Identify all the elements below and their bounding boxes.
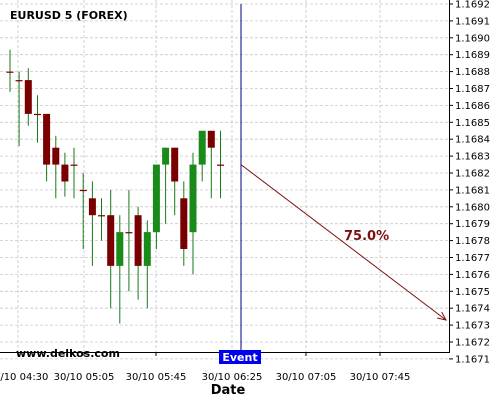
candle-body xyxy=(34,113,41,116)
candle-body xyxy=(107,215,115,266)
projection-line xyxy=(240,164,447,321)
candle-body xyxy=(98,215,105,217)
candle xyxy=(143,220,151,309)
candle xyxy=(134,206,142,300)
candle xyxy=(217,130,224,199)
y-tick-label: 1.1681 xyxy=(455,185,490,196)
candle xyxy=(15,71,23,146)
x-axis-label: Date xyxy=(211,383,246,398)
candle-body xyxy=(198,130,206,165)
candle xyxy=(171,147,179,216)
y-tick-label: 1.1686 xyxy=(455,101,490,112)
y-tick-label: 1.1687 xyxy=(455,84,490,95)
candle-body xyxy=(125,232,133,234)
candle-body xyxy=(180,198,188,249)
watermark: www.delkos.com xyxy=(16,347,120,360)
x-tick-label: 30/10 06:25 xyxy=(202,372,263,383)
y-tick-label: 1.1675 xyxy=(455,287,490,298)
candle xyxy=(180,181,188,266)
y-axis-ticks: 1.1671 1.1672 1.1673 1.1674 1.1675 1.1676 1.16… xyxy=(449,0,490,365)
x-tick-label: 30/10 07:45 xyxy=(350,372,411,383)
candle xyxy=(52,135,60,199)
y-tick-label: 1.1691 xyxy=(455,16,490,27)
candle xyxy=(152,164,160,249)
y-tick-label: 1.1692 xyxy=(455,0,490,11)
y-tick-label: 1.1677 xyxy=(455,253,490,264)
y-tick-label: 1.1685 xyxy=(455,118,490,129)
y-tick-label: 1.1672 xyxy=(455,338,490,349)
candle xyxy=(61,152,69,197)
candle xyxy=(24,68,32,126)
y-tick-label: 1.1689 xyxy=(455,50,490,61)
candle xyxy=(162,147,170,224)
y-tick-label: 1.1679 xyxy=(455,219,490,230)
y-tick-label: 1.1678 xyxy=(455,236,490,247)
candle-body xyxy=(116,232,124,266)
candle xyxy=(198,130,206,182)
candle xyxy=(79,173,87,249)
candle-body xyxy=(217,164,224,166)
candle-body xyxy=(143,232,151,266)
candle xyxy=(6,49,14,92)
y-tick-label: 1.1680 xyxy=(455,202,490,213)
y-tick-label: 1.1671 xyxy=(455,354,490,365)
candle-body xyxy=(61,164,69,182)
y-tick-label: 1.1690 xyxy=(455,33,490,44)
projection-label: 75.0% xyxy=(344,229,389,244)
candle xyxy=(98,198,105,241)
y-tick-label: 1.1673 xyxy=(455,321,490,332)
candle xyxy=(70,147,78,199)
y-tick-label: 1.1674 xyxy=(455,304,490,315)
candle-body xyxy=(207,130,215,148)
y-tick-label: 1.1688 xyxy=(455,67,490,78)
candle-body xyxy=(43,113,51,165)
y-tick-label: 1.1676 xyxy=(455,270,490,281)
event-label: Event xyxy=(222,351,257,364)
candle xyxy=(116,215,124,324)
candle-body xyxy=(24,80,32,114)
y-tick-label: 1.1683 xyxy=(455,152,490,163)
candle-body xyxy=(152,164,160,233)
candle-body xyxy=(171,147,179,182)
candle-body xyxy=(52,147,60,165)
x-tick-label: 30/10 07:05 xyxy=(276,372,337,383)
candle xyxy=(189,152,197,275)
x-tick-label: 30/10 05:45 xyxy=(126,372,187,383)
candle-body xyxy=(189,164,197,233)
projection-arrow-icon xyxy=(437,311,447,321)
candle xyxy=(107,189,115,309)
candle-body xyxy=(88,198,96,216)
candle xyxy=(207,130,215,199)
candle-body xyxy=(70,164,78,166)
candles xyxy=(6,49,224,324)
candle-body xyxy=(79,189,87,192)
candle-body xyxy=(134,215,142,266)
x-tick-label: 30/10 04:30 xyxy=(0,372,48,383)
candle-body xyxy=(162,147,170,165)
candle xyxy=(43,113,51,182)
x-tick-label: 30/10 05:05 xyxy=(54,372,115,383)
chart-title: EURUSD 5 (FOREX) xyxy=(10,9,128,22)
event-badge xyxy=(219,350,261,364)
candle xyxy=(88,181,96,266)
candle xyxy=(125,189,133,292)
candle xyxy=(34,95,41,143)
candle-body xyxy=(15,80,23,82)
y-tick-label: 1.1682 xyxy=(455,169,490,180)
y-tick-label: 1.1684 xyxy=(455,135,490,146)
candle-body xyxy=(6,71,14,73)
